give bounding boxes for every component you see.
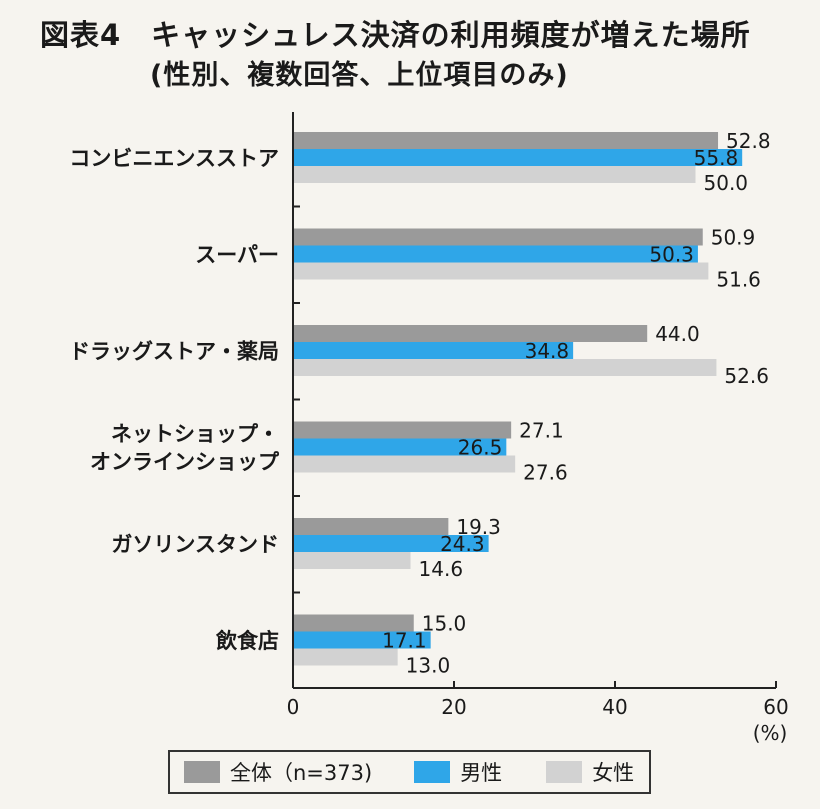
bar-2-0 [294, 166, 696, 183]
legend-label-female: 女性 [592, 761, 635, 785]
bar-2-5 [294, 648, 398, 666]
bar-1-3 [294, 438, 507, 456]
x-tick-label: 60 [763, 695, 788, 719]
legend-item-male: 男性 [414, 757, 502, 787]
legend: 全体（n=373) 男性 女性 [168, 750, 651, 794]
bar-2-1 [294, 262, 709, 280]
legend-label-male: 男性 [460, 761, 503, 785]
bar-1-2 [294, 342, 574, 359]
legend-swatch-female [546, 761, 583, 783]
category-label: スーパー [195, 243, 279, 267]
bar-2-4 [294, 552, 411, 569]
bar-0-0 [294, 132, 719, 149]
bar-0-2 [294, 325, 648, 342]
legend-label-total: 全体（n=373) [230, 761, 373, 785]
bar-1-1 [294, 245, 698, 263]
value-label: 27.1 [519, 419, 564, 443]
legend-item-total: 全体（n=373) [184, 757, 372, 787]
legend-item-female: 女性 [546, 757, 634, 787]
value-label: 50.0 [704, 171, 749, 195]
bar-0-4 [294, 518, 449, 535]
bar-1-5 [294, 631, 431, 649]
chart-subtitle: (性別、複数回答、上位項目のみ) [150, 60, 569, 91]
category-label: ネットショップ・ [111, 422, 279, 446]
bar-0-1 [294, 228, 703, 246]
category-label: 飲食店 [215, 629, 279, 653]
x-axis-unit: (%) [753, 721, 788, 745]
category-label: コンビニエンスストア [69, 147, 279, 171]
value-label: 13.0 [406, 654, 451, 678]
x-tick-label: 40 [602, 695, 627, 719]
legend-swatch-male [414, 761, 451, 783]
value-label: 44.0 [655, 322, 700, 346]
value-label: 27.6 [523, 461, 568, 485]
category-label: ガソリンスタンド [111, 533, 279, 557]
bar-1-0 [294, 149, 743, 166]
x-tick-label: 20 [441, 695, 466, 719]
category-label: オンラインショップ [90, 450, 280, 474]
legend-swatch-total [184, 761, 220, 783]
chart-title: 図表4 キャッシュレス決済の利用頻度が増えた場所 [40, 18, 751, 52]
value-label: 51.6 [716, 268, 761, 292]
value-label: 50.9 [711, 226, 756, 250]
bar-0-3 [294, 421, 512, 439]
bar-chart: 0 20 40 60(%)52.855.850.0コンビニエンスストア50.950.3… [69, 112, 789, 745]
value-label: 14.6 [419, 557, 464, 581]
bar-1-4 [294, 535, 489, 552]
bar-2-2 [294, 359, 717, 376]
value-label: 52.6 [724, 364, 769, 388]
value-label: 24.3 [440, 532, 485, 556]
bar-2-3 [294, 455, 516, 473]
category-label: ドラッグストア・薬局 [69, 340, 279, 364]
x-tick-label: 0 [287, 695, 300, 719]
value-label: 55.8 [694, 146, 739, 170]
bar-0-5 [294, 614, 414, 632]
